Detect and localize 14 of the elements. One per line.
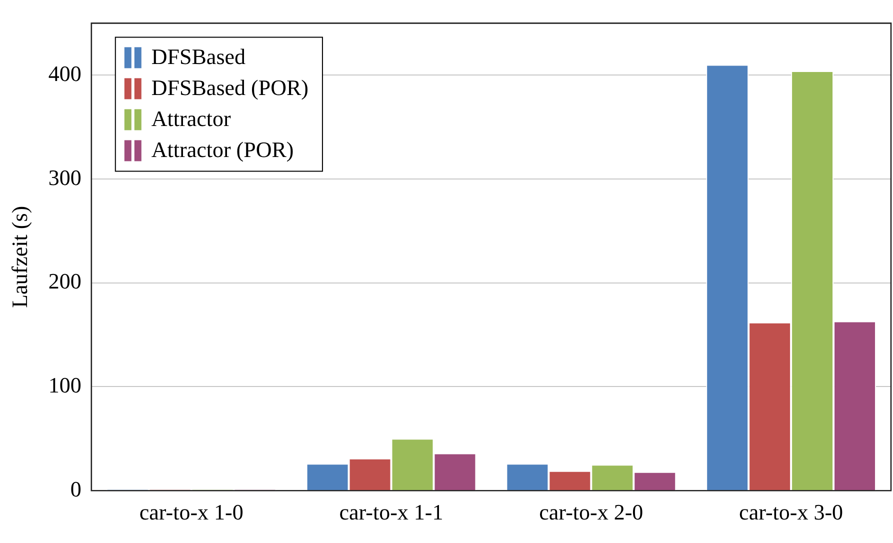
y-axis-title: Laufzeit (s): [6, 206, 32, 308]
x-tick-label: car-to-x 3-0: [739, 500, 844, 525]
legend-label: Attractor (POR): [151, 136, 294, 162]
y-tick-label: 100: [48, 372, 82, 398]
legend-label: DFSBased: [151, 44, 246, 69]
y-tick-label: 300: [48, 164, 82, 190]
x-tick-label: car-to-x 1-1: [339, 500, 444, 525]
x-tick-label: car-to-x 2-0: [539, 500, 644, 525]
legend-label: DFSBased (POR): [151, 74, 308, 100]
y-tick-label: 400: [48, 60, 82, 86]
legend-label: Attractor: [151, 106, 232, 131]
y-tick-label: 200: [48, 268, 82, 294]
y-tick-label: 0: [70, 476, 82, 502]
x-tick-label: car-to-x 1-0: [139, 500, 244, 525]
